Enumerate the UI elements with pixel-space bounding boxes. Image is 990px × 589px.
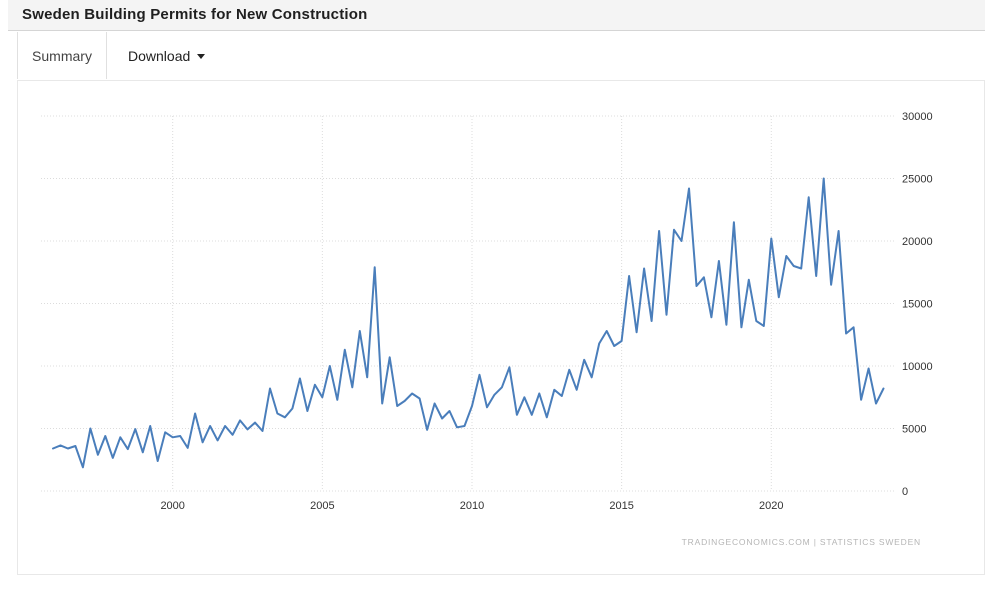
y-axis-tick-label: 20000 — [902, 236, 933, 248]
x-axis-tick-label: 2000 — [160, 500, 184, 512]
chart-canvas: 0 5000 10000 15000 20000 25000 30000 2000 2005 20… — [41, 111, 933, 547]
tab-bar: Summary Download — [8, 32, 985, 79]
tab-download-label: Download — [128, 47, 191, 64]
x-axis-tick-label: 2015 — [609, 500, 633, 512]
title-bar: Sweden Building Permits for New Construc… — [8, 0, 985, 31]
y-axis-tick-label: 0 — [902, 486, 908, 498]
tab-summary-label: Summary — [32, 47, 92, 64]
tab-summary[interactable]: Summary — [17, 32, 107, 79]
tab-download-dropdown[interactable]: Download — [107, 32, 223, 79]
x-axis-tick-label: 2020 — [759, 500, 783, 512]
y-axis-tick-label: 15000 — [902, 299, 933, 311]
x-axis-tick-label: 2010 — [460, 500, 484, 512]
chart-attribution: TRADINGECONOMICS.COM | STATISTICS SWEDEN — [682, 537, 921, 547]
chart-card: 0 5000 10000 15000 20000 25000 30000 2000 2005 20… — [17, 80, 985, 575]
x-axis-tick-label: 2005 — [310, 500, 334, 512]
page-title: Sweden Building Permits for New Construc… — [22, 6, 368, 23]
series-line — [52, 177, 885, 469]
chevron-down-icon — [197, 54, 206, 59]
y-axis-tick-label: 25000 — [902, 174, 933, 186]
y-axis-tick-label: 5000 — [902, 424, 926, 436]
y-axis-tick-label: 30000 — [902, 111, 933, 123]
y-axis-tick-label: 10000 — [902, 361, 933, 373]
